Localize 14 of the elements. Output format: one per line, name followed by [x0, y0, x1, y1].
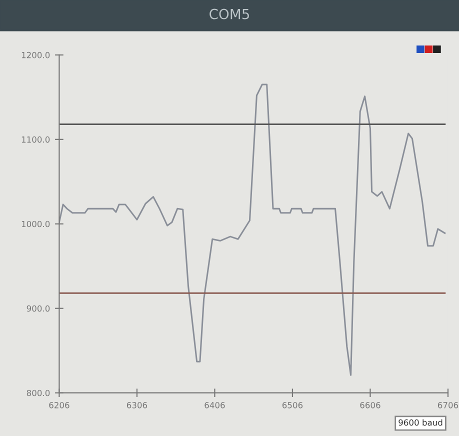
y-tick-label: 800.0 — [26, 390, 50, 396]
chart-title: COM5 — [210, 8, 250, 20]
x-tick-label: 6206 — [49, 402, 70, 408]
x-tick-label: 6406 — [204, 402, 225, 408]
x-tick-label: 6506 — [282, 402, 303, 408]
y-tick-label: 1200.0 — [22, 52, 50, 58]
text: 9600 baud — [398, 419, 442, 426]
x-tick-label: 6706 — [438, 402, 458, 408]
y-tick-label: 900.0 — [26, 305, 50, 312]
y-tick-label: 1000.0 — [22, 220, 50, 228]
x-tick-label: 6306 — [126, 402, 148, 408]
y-tick-label: 1100.0 — [22, 136, 50, 143]
line-series — [59, 84, 446, 376]
x-tick-label: 6606 — [360, 402, 380, 408]
